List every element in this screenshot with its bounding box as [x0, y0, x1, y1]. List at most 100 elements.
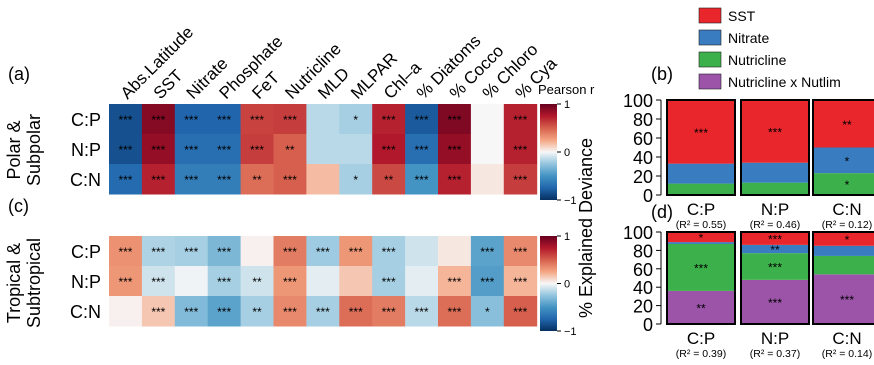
bar-segment — [741, 279, 809, 324]
heatmap-cell — [273, 164, 307, 195]
heatmap-cell — [503, 164, 538, 195]
significance-label: *** — [217, 143, 231, 157]
heatmap-cell — [141, 164, 176, 195]
heatmap-cell — [207, 164, 242, 195]
bar-segment — [813, 255, 874, 275]
heatmap-cell — [438, 236, 472, 267]
significance-label: *** — [513, 143, 527, 157]
group-label: Tropical & Subtropical — [4, 238, 44, 328]
significance-label: *** — [513, 275, 527, 289]
significance-label: *** — [382, 113, 396, 127]
significance-label: *** — [415, 305, 429, 319]
segment-significance: * — [845, 154, 850, 168]
significance-label: *** — [283, 173, 297, 187]
bar-segment — [741, 162, 809, 183]
category-label: N:P — [761, 329, 789, 348]
segment-significance: ** — [842, 118, 852, 132]
legend-swatch — [698, 29, 722, 46]
significance-label: *** — [447, 113, 461, 127]
bar-segment — [813, 232, 874, 246]
bar-segment — [667, 183, 735, 195]
legend-label: Nitrate — [728, 30, 769, 46]
heatmap-cell — [470, 236, 505, 267]
heatmap-cell — [306, 236, 340, 267]
group-label-line: Subpolar — [24, 114, 44, 186]
y-tick-label: 20 — [633, 297, 653, 317]
significance-label: * — [485, 305, 490, 319]
significance-label: *** — [184, 305, 198, 319]
significance-label: *** — [250, 143, 264, 157]
category-label: C:N — [832, 200, 861, 219]
significance-label: *** — [415, 143, 429, 157]
heatmap-cell — [405, 266, 439, 297]
significance-label: *** — [151, 173, 165, 187]
significance-label: *** — [447, 173, 461, 187]
significance-label: *** — [118, 245, 132, 259]
heatmap-cell — [405, 164, 439, 195]
y-tick-label: 60 — [633, 260, 653, 280]
bar-segment — [667, 232, 735, 243]
heatmap-cell — [174, 236, 209, 267]
significance-label: *** — [184, 245, 198, 259]
heatmap-cell — [240, 164, 274, 195]
significance-label: *** — [349, 245, 363, 259]
heatmap-cell — [306, 104, 340, 135]
y-tick-label: 20 — [633, 167, 653, 187]
heatmap-cell — [405, 296, 439, 327]
colorbar-tick-label: 1 — [564, 99, 570, 111]
significance-label: *** — [349, 305, 363, 319]
significance-label: ** — [252, 305, 262, 319]
panel-label: (b) — [651, 64, 673, 84]
heatmap-cell — [174, 296, 209, 327]
heatmap-cell — [372, 296, 406, 327]
heatmap-cell — [240, 266, 274, 297]
heatmap-cell — [207, 134, 242, 165]
heatmap-cell — [109, 266, 143, 297]
significance-label: *** — [118, 173, 132, 187]
bar-outline — [812, 231, 874, 325]
heatmap-cell — [339, 134, 373, 165]
heatmap-cell — [470, 134, 505, 165]
significance-label: *** — [283, 113, 297, 127]
heatmap-cell — [207, 266, 242, 297]
significance-label: *** — [447, 143, 461, 157]
significance-label: *** — [447, 305, 461, 319]
row-label: C:P — [71, 110, 101, 130]
bar-outline — [740, 231, 810, 325]
significance-label: *** — [217, 245, 231, 259]
colorbar-tick-label: 0 — [564, 147, 570, 159]
heatmap-cell — [339, 104, 373, 135]
heatmap-cell — [109, 164, 143, 195]
significance-label: *** — [151, 275, 165, 289]
legend-swatch — [698, 73, 722, 90]
heatmap-cell — [174, 266, 209, 297]
segment-significance: * — [845, 233, 850, 247]
row-label: C:P — [71, 242, 101, 262]
heatmap-cell — [405, 104, 439, 135]
colorbar-c: −1 0 1 — [540, 231, 577, 338]
legend-label: Nutricline — [728, 52, 787, 68]
significance-label: *** — [415, 173, 429, 187]
segment-significance: *** — [694, 261, 708, 275]
significance-label: *** — [118, 275, 132, 289]
heatmap-cell — [438, 134, 472, 165]
significance-label: *** — [217, 173, 231, 187]
colorbar-tick-label: −1 — [564, 195, 577, 207]
significance-label: *** — [217, 305, 231, 319]
row-label: N:P — [71, 272, 101, 292]
significance-label: *** — [184, 113, 198, 127]
heatmap-cell — [273, 134, 307, 165]
heatmap-cell — [141, 104, 176, 135]
heatmap-cell — [372, 104, 406, 135]
significance-label: *** — [382, 143, 396, 157]
bar-segment — [813, 100, 874, 148]
r2-label: (R² = 0.46) — [750, 219, 800, 231]
heatmap-cell — [174, 164, 209, 195]
bar-outline — [666, 231, 736, 325]
heatmap-column-labels: Abs.LatitudeSSTNitratePhosphateFeTNutric… — [117, 23, 561, 103]
heatmap-cell — [174, 104, 209, 135]
bar-outline — [740, 99, 810, 196]
segment-significance: *** — [694, 126, 708, 140]
